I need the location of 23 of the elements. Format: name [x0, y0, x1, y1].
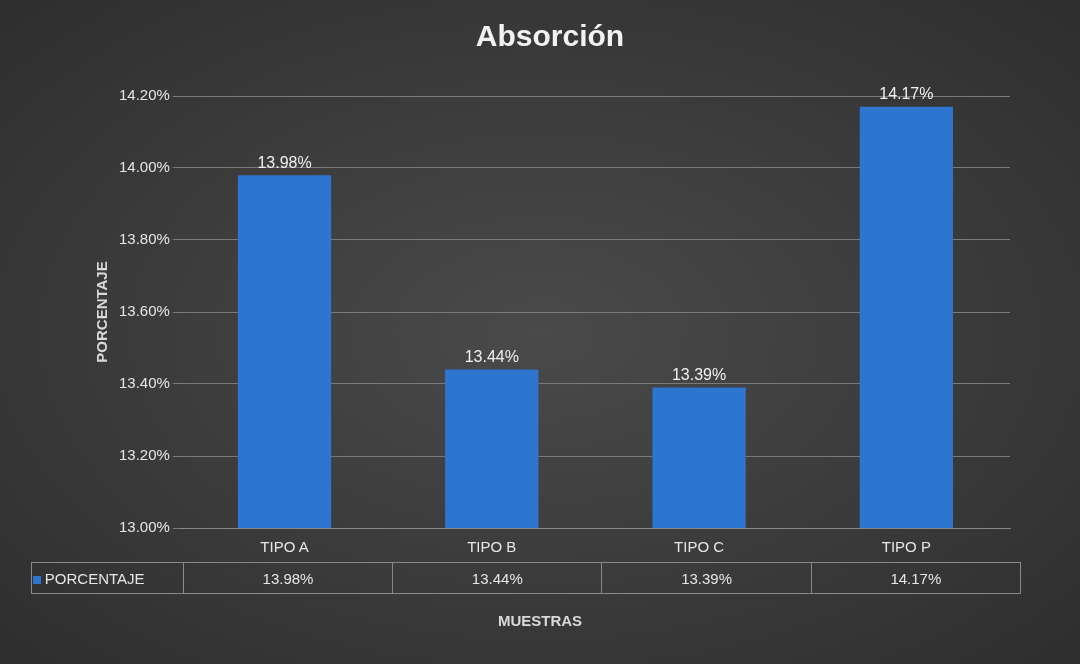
- text: 13.98%: [257, 153, 312, 171]
- data-label: 13.39%: [601, 562, 812, 594]
- x-tick-label: TIPO P: [881, 538, 931, 556]
- y-tick-label: 13.00%: [119, 518, 170, 536]
- x-axis-title: MUESTRAS: [496, 612, 584, 629]
- text: 13.39%: [671, 366, 727, 384]
- x-tick-label: TIPO C: [674, 538, 725, 556]
- data-label: 14.17%: [811, 562, 1021, 594]
- y-tick-label: 13.40%: [119, 374, 170, 392]
- y-tick-label: 13.60%: [119, 302, 170, 320]
- y-tick-label: 13.20%: [119, 446, 170, 464]
- y-tick-label: 13.80%: [119, 230, 170, 248]
- y-tick-label: 14.00%: [119, 158, 170, 176]
- text: 14.17%: [879, 85, 934, 103]
- legend-label: PORCENTAJE: [31, 562, 184, 594]
- y-axis-title: PORCENTAJE: [93, 261, 111, 363]
- x-tick-label: TIPO A: [260, 538, 309, 556]
- data-label: 13.98%: [183, 562, 393, 594]
- data-label: 13.44%: [392, 562, 602, 594]
- x-tick-label: TIPO B: [467, 538, 517, 556]
- chart-title: Absorción: [475, 19, 625, 53]
- text: 13.44%: [464, 348, 519, 366]
- y-tick-label: 14.20%: [119, 86, 170, 104]
